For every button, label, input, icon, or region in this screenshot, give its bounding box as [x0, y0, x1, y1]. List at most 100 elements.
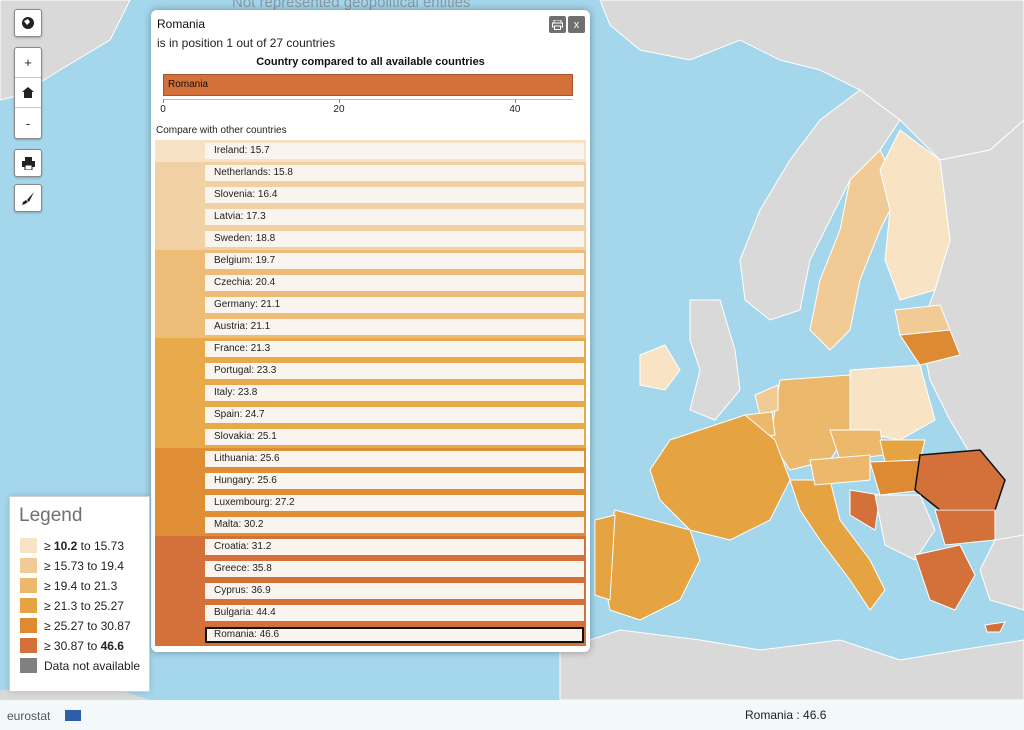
legend-item[interactable]: ≥ 10.2 to 15.73 [20, 536, 124, 555]
country-finland [879, 129, 951, 301]
popup-print-button[interactable] [549, 16, 566, 33]
legend-label: Data not available [44, 658, 141, 673]
class-swatch [155, 624, 203, 646]
ranking-row[interactable]: Romania: 46.6 [155, 624, 586, 646]
ranking-row[interactable]: Sweden: 18.8 [155, 228, 586, 250]
ranking-row[interactable]: Portugal: 23.3 [155, 360, 586, 382]
class-swatch [155, 382, 203, 404]
popup-close-button[interactable]: x [568, 16, 585, 33]
legend-item[interactable]: ≥ 30.87 to 46.6 [20, 636, 124, 655]
value-bar: Luxembourg: 27.2 [203, 492, 586, 514]
ranking-row-label: Germany: 21.1 [205, 297, 584, 313]
value-bar: Austria: 21.1 [203, 316, 586, 338]
ranking-row[interactable]: Bulgaria: 44.4 [155, 602, 586, 624]
value-bar: Czechia: 20.4 [203, 272, 586, 294]
legend-item[interactable]: ≥ 15.73 to 19.4 [20, 556, 124, 575]
ranking-row[interactable]: Spain: 24.7 [155, 404, 586, 426]
ranking-row[interactable]: Luxembourg: 27.2 [155, 492, 586, 514]
value-bar: Greece: 35.8 [203, 558, 586, 580]
ranking-row[interactable]: France: 21.3 [155, 338, 586, 360]
class-swatch [155, 492, 203, 514]
value-bar: Latvia: 17.3 [203, 206, 586, 228]
value-bar: Slovakia: 25.1 [203, 426, 586, 448]
ranking-row[interactable]: Latvia: 17.3 [155, 206, 586, 228]
ranking-row-label: Netherlands: 15.8 [205, 165, 584, 181]
globe-button[interactable] [14, 9, 42, 37]
class-swatch [155, 558, 203, 580]
value-bar: Romania: 46.6 [203, 624, 586, 646]
value-bar: Spain: 24.7 [203, 404, 586, 426]
hover-status: Romania : 46.6 [745, 708, 827, 722]
class-swatch [155, 162, 203, 184]
class-swatch [155, 228, 203, 250]
ranking-row-label: Belgium: 19.7 [205, 253, 584, 269]
value-bar: Sweden: 18.8 [203, 228, 586, 250]
ranking-row[interactable]: Malta: 30.2 [155, 514, 586, 536]
ranking-row[interactable]: Italy: 23.8 [155, 382, 586, 404]
legend-item[interactable]: ≥ 19.4 to 21.3 [20, 576, 117, 595]
country-lithuania [899, 329, 961, 366]
ranking-row-label: Romania: 46.6 [205, 627, 584, 643]
ranking-row-label: Croatia: 31.2 [205, 539, 584, 555]
ranking-row[interactable]: Slovenia: 16.4 [155, 184, 586, 206]
ranking-row[interactable]: Ireland: 15.7 [155, 140, 586, 162]
print-icon [552, 19, 563, 30]
legend-swatch [20, 598, 37, 613]
eurostat-logo: eurostat [7, 709, 51, 723]
country-france [649, 414, 791, 541]
value-bar: Croatia: 31.2 [203, 536, 586, 558]
axis-tick-label: 0 [160, 104, 166, 115]
ranking-row-label: Latvia: 17.3 [205, 209, 584, 225]
ranking-row-label: France: 21.3 [205, 341, 584, 357]
country-ireland [639, 344, 681, 391]
country-greece [914, 544, 976, 611]
zoom-out-button[interactable]: - [25, 115, 31, 131]
legend-item[interactable]: Data not available [20, 656, 140, 675]
legend-item[interactable]: ≥ 21.3 to 25.27 [20, 596, 124, 615]
land-south-east [979, 534, 1024, 611]
legend-swatch [20, 658, 37, 673]
legend-label: ≥ 21.3 to 25.27 [44, 598, 124, 613]
legend-swatch [20, 618, 37, 633]
compare-label: Compare with other countries [156, 125, 287, 136]
ranking-row-label: Ireland: 15.7 [205, 143, 584, 159]
zoom-in-button[interactable]: + [15, 48, 41, 78]
country-norway [739, 89, 901, 321]
legend-item[interactable]: ≥ 25.27 to 30.87 [20, 616, 131, 635]
legend-swatch [20, 538, 37, 553]
class-swatch [155, 360, 203, 382]
country-cyprus [984, 621, 1006, 633]
map-note: Not represented geopolitical entities [232, 0, 471, 11]
ranking-row[interactable]: Croatia: 31.2 [155, 536, 586, 558]
ranking-row-label: Greece: 35.8 [205, 561, 584, 577]
ranking-row[interactable]: Hungary: 25.6 [155, 470, 586, 492]
ranking-row[interactable]: Slovakia: 25.1 [155, 426, 586, 448]
axis-line [163, 99, 573, 100]
ranking-row[interactable]: Austria: 21.1 [155, 316, 586, 338]
axis-tick-label: 40 [509, 104, 521, 115]
value-bar: Bulgaria: 44.4 [203, 602, 586, 624]
ranking-row[interactable]: Germany: 21.1 [155, 294, 586, 316]
value-bar: Ireland: 15.7 [203, 140, 586, 162]
brush-icon [21, 191, 34, 205]
style-button[interactable] [14, 184, 42, 212]
legend-swatch [20, 638, 37, 653]
ranking-row[interactable]: Lithuania: 25.6 [155, 448, 586, 470]
class-swatch [155, 536, 203, 558]
land-balkans [874, 494, 936, 561]
ranking-row[interactable]: Cyprus: 36.9 [155, 580, 586, 602]
axis-tick [514, 99, 516, 103]
print-button[interactable] [14, 149, 42, 177]
ranking-row[interactable]: Greece: 35.8 [155, 558, 586, 580]
value-bar: Lithuania: 25.6 [203, 448, 586, 470]
ranking-row[interactable]: Belgium: 19.7 [155, 250, 586, 272]
home-button[interactable] [15, 78, 41, 108]
country-uk [689, 299, 741, 421]
ranking-row[interactable]: Netherlands: 15.8 [155, 162, 586, 184]
ranking-row[interactable]: Czechia: 20.4 [155, 272, 586, 294]
land-south [559, 629, 1024, 700]
ranking-row-label: Hungary: 25.6 [205, 473, 584, 489]
class-swatch [155, 316, 203, 338]
print-icon [21, 156, 35, 170]
comparison-heading: Country compared to all available countr… [256, 56, 485, 68]
